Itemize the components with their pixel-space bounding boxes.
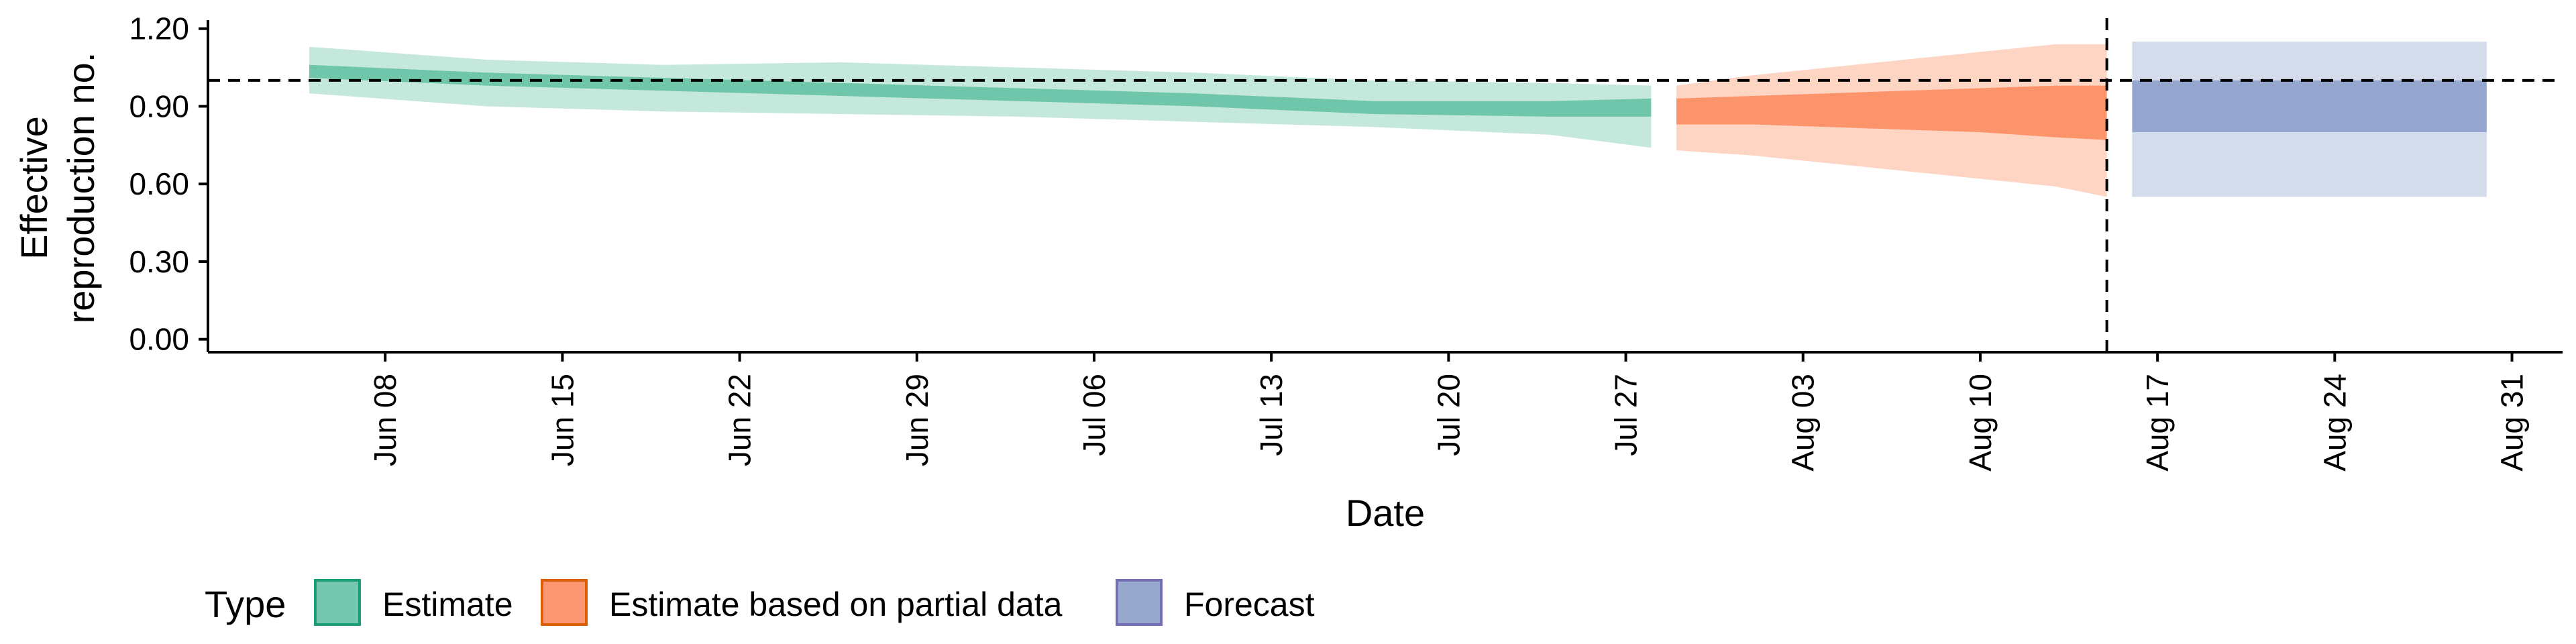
x-tick-label: Jun 15	[545, 374, 580, 466]
x-tick-label: Jul 13	[1254, 374, 1289, 456]
reference-lines	[208, 18, 2563, 352]
x-tick-label: Aug 24	[2317, 374, 2352, 472]
legend-label-estimate-based-on-partial-data: Estimate based on partial data	[609, 586, 1063, 623]
x-tick-label: Jun 08	[368, 374, 402, 466]
y-tick-label: 1.20	[129, 11, 189, 46]
legend: Type Estimate Estimate based on partial da…	[205, 579, 1315, 626]
legend-title: Type	[205, 583, 286, 625]
x-axis-title: Date	[1346, 492, 1425, 534]
x-tick-label: Jun 22	[722, 374, 757, 466]
x-tick-label: Jun 29	[900, 374, 934, 466]
legend-key-estimate	[314, 579, 361, 626]
estimate-based-on-partial-data-band-50	[1676, 85, 2107, 140]
x-tick-label: Aug 31	[2495, 374, 2530, 472]
y-axis-title: Effective reproduction no.	[13, 52, 102, 324]
x-tick-label: Aug 17	[2140, 374, 2175, 472]
y-tick-label: 0.30	[129, 244, 189, 279]
y-tick-label: 0.00	[129, 322, 189, 357]
y-axis-ticks: 0.00 0.30 0.60 0.90 1.20	[129, 11, 208, 357]
legend-key-estimate-based-on-partial-data	[541, 579, 588, 626]
axes	[207, 20, 2563, 354]
legend-key-forecast	[1116, 579, 1163, 626]
estimate-band-50	[309, 64, 1652, 117]
x-tick-label: Jul 06	[1077, 374, 1112, 456]
x-tick-label: Aug 03	[1786, 374, 1821, 472]
x-tick-label: Jul 27	[1609, 374, 1644, 456]
forecast-band-50	[2132, 80, 2487, 132]
x-axis-ticks: Jun 08 Jun 15 Jun 22 Jun 29 Jul 06 Jul 13 Jul …	[368, 352, 2530, 472]
band-layer	[309, 42, 2487, 197]
y-tick-label: 0.60	[129, 166, 189, 201]
legend-label-estimate: Estimate	[382, 586, 513, 623]
x-tick-label: Aug 10	[1963, 374, 1998, 472]
y-tick-label: 0.90	[129, 89, 189, 123]
x-tick-label: Jul 20	[1431, 374, 1466, 456]
legend-label-forecast: Forecast	[1184, 586, 1315, 623]
